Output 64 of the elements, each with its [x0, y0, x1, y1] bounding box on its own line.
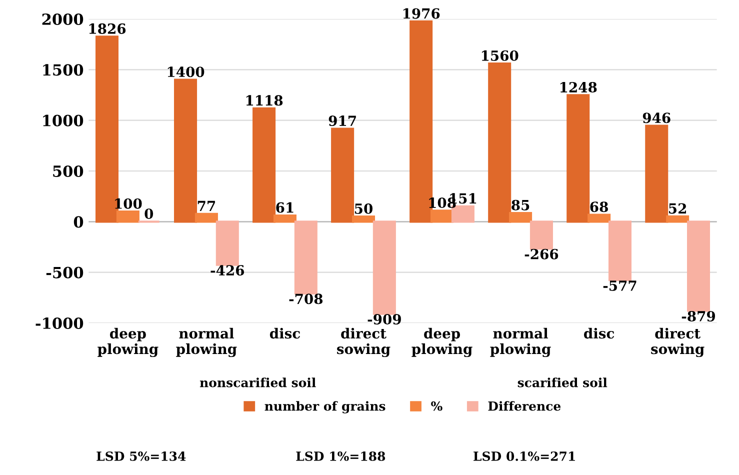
data-label: 85 — [512, 200, 530, 210]
bar — [509, 212, 532, 223]
bar — [588, 214, 611, 223]
data-label: 946 — [642, 112, 670, 124]
bar — [645, 124, 668, 223]
data-label: -266 — [524, 248, 558, 260]
text: LSD 0.1%=271 — [474, 451, 575, 461]
x-tick-label: direct sowing — [651, 328, 704, 358]
bar — [566, 94, 590, 223]
text: nonscarified soil — [200, 378, 316, 388]
data-label: -708 — [289, 294, 323, 304]
y-tick-label: 0 — [74, 216, 84, 228]
text: LSD 1%=188 — [296, 451, 386, 461]
x-tick-label: disc — [584, 328, 614, 339]
x-tick-label: direct sowing — [337, 328, 390, 358]
bar — [116, 210, 140, 223]
y-tick-label: -500 — [46, 266, 84, 278]
bar — [530, 220, 553, 250]
data-label: 52 — [669, 203, 686, 214]
bar — [216, 220, 239, 266]
bar — [608, 220, 632, 282]
text: scarified soil — [518, 378, 608, 388]
legend-label: number of grains — [264, 401, 386, 414]
data-label: 68 — [590, 202, 608, 212]
data-label: 1248 — [560, 82, 597, 93]
bar — [686, 220, 710, 312]
data-label: -879 — [682, 310, 716, 322]
x-tick-label: normal plowing — [176, 328, 237, 358]
data-label: -577 — [603, 280, 636, 291]
legend-label: % — [431, 401, 442, 411]
bar — [194, 212, 218, 223]
data-label: 1826 — [89, 23, 126, 34]
bar — [488, 62, 512, 223]
x-tick-label: deep plowing — [98, 328, 158, 358]
data-label: 1560 — [482, 50, 518, 61]
data-label: 0 — [144, 208, 154, 219]
data-label: 1400 — [168, 66, 204, 78]
data-label: 1118 — [246, 95, 283, 106]
data-label: 50 — [354, 203, 373, 214]
bar — [294, 220, 318, 294]
data-label: 77 — [198, 200, 215, 211]
bar — [430, 210, 454, 223]
data-label: -909 — [368, 314, 401, 325]
x-tick-label: normal plowing — [490, 328, 551, 358]
x-tick-label: deep plowing — [412, 328, 472, 358]
text: LSD 5%=134 — [96, 451, 186, 461]
y-tick-label: 1000 — [43, 114, 84, 126]
y-tick-label: -1000 — [36, 317, 84, 330]
legend-label: Difference — [488, 401, 561, 411]
data-label: 61 — [276, 202, 294, 213]
data-label: -426 — [210, 265, 244, 276]
bar — [666, 215, 690, 223]
bar — [273, 214, 296, 223]
bar — [252, 107, 276, 223]
bar — [372, 220, 396, 315]
data-label: 1976 — [403, 8, 440, 19]
bar — [331, 128, 354, 223]
y-tick-label: 500 — [53, 165, 84, 178]
bar — [352, 216, 376, 223]
y-tick-label: 1500 — [43, 64, 84, 76]
y-tick-label: 2000 — [42, 13, 84, 26]
data-label: 917 — [328, 116, 356, 126]
x-tick-label: disc — [270, 328, 300, 339]
bar — [174, 78, 198, 223]
